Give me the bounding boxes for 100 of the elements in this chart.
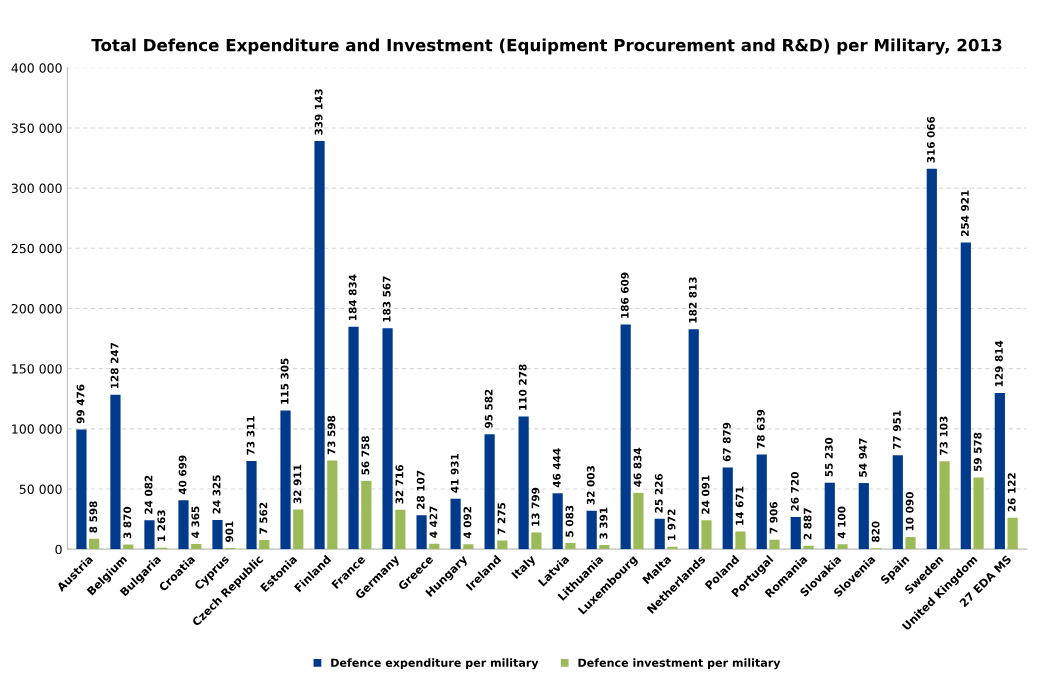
data-label: 59 578 <box>973 432 982 472</box>
chart-title: Total Defence Expenditure and Investment (Equipment Procurement and R&D) per Military, 2013 <box>91 38 1002 55</box>
data-label: 110 278 <box>518 364 527 410</box>
data-label: 55 230 <box>824 437 833 477</box>
bar <box>497 540 508 550</box>
bar <box>939 461 950 550</box>
bar <box>429 543 440 550</box>
bar <box>259 540 270 550</box>
data-label: 4 092 <box>463 506 472 539</box>
bar <box>667 546 678 550</box>
bar <box>76 429 87 550</box>
bar <box>599 545 610 550</box>
data-label: 41 931 <box>450 454 459 493</box>
bar <box>361 480 372 550</box>
data-label: 24 325 <box>212 475 221 514</box>
legend-label: Defence expenditure per military <box>331 658 539 670</box>
bar <box>790 517 801 550</box>
y-tick-label: 150 000 <box>12 364 62 374</box>
bar <box>858 483 869 550</box>
bar <box>973 477 984 550</box>
data-label: 28 107 <box>416 470 425 509</box>
data-label: 26 720 <box>790 472 799 511</box>
data-label: 7 906 <box>769 502 778 534</box>
bar <box>688 329 699 550</box>
bar <box>722 467 733 550</box>
bar <box>348 326 359 550</box>
data-label: 7 275 <box>497 502 506 535</box>
data-label: 4 100 <box>837 506 846 539</box>
bar <box>803 545 814 550</box>
data-label: 115 305 <box>280 358 289 404</box>
data-label: 26 122 <box>1007 473 1016 512</box>
data-label: 182 813 <box>688 277 697 323</box>
bar <box>654 518 665 550</box>
data-label: 13 799 <box>531 487 540 526</box>
data-label: 32 911 <box>293 464 302 504</box>
bar <box>327 460 338 550</box>
bar <box>463 544 474 550</box>
bar <box>89 538 100 550</box>
bar <box>518 416 529 550</box>
data-label: 14 671 <box>735 486 744 525</box>
bar <box>905 537 916 550</box>
data-label: 184 834 <box>348 274 357 321</box>
bar <box>926 168 937 550</box>
bar <box>531 532 542 550</box>
data-label: 4 365 <box>191 506 200 538</box>
bar <box>701 520 712 550</box>
bar <box>960 242 971 550</box>
data-label: 1 972 <box>667 509 676 541</box>
data-label: 73 598 <box>327 415 336 455</box>
data-label: 95 582 <box>484 389 493 429</box>
bar <box>382 328 393 550</box>
bar <box>620 324 631 550</box>
y-tick-label: 50 000 <box>19 484 62 494</box>
data-label: 8 598 <box>89 501 98 533</box>
data-label: 73 311 <box>246 416 255 455</box>
data-label: 67 879 <box>722 422 731 462</box>
y-tick-label: 0 <box>55 544 62 555</box>
data-label: 1 263 <box>157 510 166 541</box>
legend-label: Defence investment per military <box>578 658 781 670</box>
data-label: 77 951 <box>892 410 901 450</box>
data-label: 46 834 <box>633 447 642 487</box>
y-tick-label: 300 000 <box>11 183 62 194</box>
bar <box>246 460 257 550</box>
data-label: 316 066 <box>926 116 935 163</box>
data-label: 10 090 <box>905 492 914 531</box>
bar <box>552 493 563 550</box>
bar <box>395 509 406 550</box>
data-label: 2 887 <box>803 508 812 540</box>
data-label: 56 758 <box>361 436 370 475</box>
y-tick-label: 100 000 <box>12 424 62 434</box>
bar <box>191 543 202 550</box>
bar <box>1007 517 1018 550</box>
data-label: 254 921 <box>960 190 969 237</box>
data-label: 820 <box>871 521 880 542</box>
bar <box>586 510 597 550</box>
bar <box>756 454 767 550</box>
y-tick-label: 400 000 <box>11 63 62 73</box>
bar <box>450 498 461 550</box>
data-label: 7 562 <box>259 502 268 534</box>
bar <box>484 434 495 550</box>
data-label: 5 083 <box>565 505 574 537</box>
data-label: 128 247 <box>110 343 119 389</box>
bar <box>212 519 223 550</box>
bar <box>178 500 189 550</box>
data-label: 186 609 <box>620 272 629 318</box>
bar <box>416 515 427 550</box>
bar <box>293 509 304 550</box>
data-label: 3 870 <box>123 506 132 539</box>
data-label: 99 476 <box>76 384 85 424</box>
data-label: 54 947 <box>858 438 867 477</box>
data-label: 24 091 <box>701 475 710 514</box>
data-label: 901 <box>225 521 234 542</box>
data-label: 46 444 <box>552 448 561 488</box>
y-tick-label: 250 000 <box>11 243 62 254</box>
bar <box>110 394 121 550</box>
bar <box>824 482 835 550</box>
bar <box>280 410 291 550</box>
y-tick-label: 350 000 <box>11 123 62 133</box>
y-tick-label: 200 000 <box>11 303 62 314</box>
bar <box>837 544 848 550</box>
